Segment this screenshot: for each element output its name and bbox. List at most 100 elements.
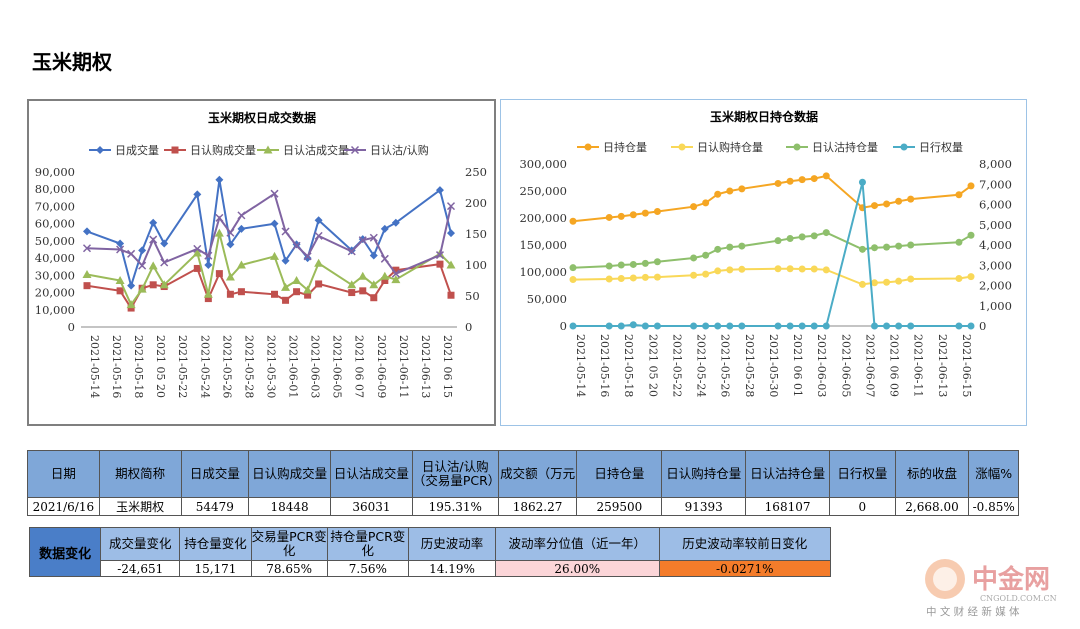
y-left-tick-label: 250,000	[519, 184, 567, 198]
x-tick-label: 2021-06-09	[375, 335, 388, 398]
y-right-tick-label: 50	[465, 289, 480, 303]
legend-marker	[793, 143, 801, 151]
value-cell: -0.85%	[968, 497, 1019, 516]
change-header-row: 数据变化 成交量变化 持仓量变化 交易量PCR变化 持仓量PCR变化 历史波动率…	[28, 527, 832, 577]
data-point	[204, 295, 212, 303]
data-point	[883, 322, 891, 330]
data-point	[714, 267, 722, 275]
x-tick-label: 2021-05-28	[743, 334, 756, 397]
data-point	[967, 273, 975, 281]
data-point	[738, 265, 746, 273]
data-point	[116, 245, 125, 254]
change-value-row: -24,651 15,171 78.65% 7.56% 14.19% 26.00…	[30, 560, 832, 577]
data-point	[193, 190, 202, 199]
x-tick-label: 2021-05-30	[767, 334, 780, 397]
cngold-logo: 中金网 CNGOLD.COM.CN 中 文 财 经 新 媒 体	[918, 552, 1068, 622]
data-point	[738, 242, 746, 250]
summary-header-row: 日期 期权简称 日成交量 日认购成交量 日认沽成交量 日认沽/认购（交易量PCR…	[27, 450, 1019, 498]
data-point	[116, 287, 124, 295]
data-point	[204, 251, 213, 260]
data-point	[810, 175, 818, 183]
x-tick-label: 2021-05-22	[176, 335, 189, 398]
value-cell: 91393	[661, 497, 747, 516]
y-right-tick-label: 8,000	[979, 157, 1012, 171]
value-cell: 36031	[330, 497, 413, 516]
x-tick-label: 2021-05-26	[719, 334, 732, 397]
value-cell: 1862.27	[497, 497, 578, 516]
header-cell: 日行权量	[829, 450, 896, 498]
header-cell: 交易量PCR变化	[250, 527, 328, 561]
data-point	[160, 239, 169, 248]
data-point	[358, 271, 368, 280]
data-point	[215, 213, 224, 222]
x-tick-label: 2021-05-24	[198, 335, 211, 398]
legend-marker	[584, 143, 592, 151]
data-point	[127, 281, 136, 290]
data-point	[347, 280, 357, 289]
cngold-logo-svg: 中金网 CNGOLD.COM.CN 中 文 财 经 新 媒 体	[925, 559, 1057, 618]
data-point	[270, 251, 280, 260]
data-point	[822, 172, 830, 180]
data-point	[315, 280, 323, 288]
data-point	[774, 322, 782, 330]
data-point	[907, 275, 915, 283]
x-tick-label: 2021-05-28	[242, 335, 255, 398]
data-point	[726, 266, 734, 274]
y-left-tick-label: 40,000	[35, 251, 75, 265]
data-point	[314, 258, 324, 267]
y-right-tick-label: 6,000	[979, 198, 1012, 212]
data-point	[641, 209, 649, 217]
data-point	[883, 278, 891, 286]
x-tick-label: 2021-05-14	[574, 334, 587, 397]
y-left-tick-label: 70,000	[35, 199, 75, 213]
data-point	[138, 246, 147, 255]
data-point	[726, 243, 734, 251]
x-tick-label: 2021-06-13	[419, 335, 432, 398]
header-cell: 持仓量PCR变化	[326, 527, 409, 561]
header-cell: 日成交量	[180, 450, 250, 498]
data-point	[617, 212, 625, 220]
value-cell: 18448	[248, 497, 332, 516]
y-left-tick-label: 10,000	[35, 303, 75, 317]
data-point	[738, 185, 746, 193]
data-point	[115, 276, 125, 284]
data-point	[810, 232, 818, 240]
data-point	[237, 288, 245, 296]
data-point	[126, 300, 136, 309]
y-right-tick-label: 4,000	[979, 238, 1012, 252]
x-tick-label: 2021 06 15	[441, 335, 454, 398]
data-point	[858, 178, 866, 186]
data-point	[822, 229, 830, 237]
data-point	[955, 322, 963, 330]
data-point	[907, 195, 915, 203]
data-point	[215, 175, 224, 184]
data-point	[127, 249, 136, 258]
x-tick-label: 2021-06-11	[912, 334, 925, 397]
data-point	[314, 216, 323, 225]
data-point	[359, 287, 367, 295]
data-point	[629, 321, 637, 329]
data-point	[446, 260, 456, 269]
data-point	[895, 242, 903, 250]
y-left-tick-label: 50,000	[527, 292, 567, 306]
daily-open-interest-chart: 玉米期权日持仓数据 日持仓量 日认购持仓量 日认沽持仓量 日行权量 0 50,000 100,…	[500, 99, 1027, 426]
header-cell: 日认沽成交量	[330, 450, 413, 498]
data-point	[193, 264, 201, 272]
x-tick-label: 2021-05-22	[670, 334, 683, 397]
header-cell: 历史波动率较前日变化	[658, 527, 832, 561]
header-cell: 持仓量变化	[179, 527, 252, 561]
header-cell: 涨幅%	[968, 450, 1019, 498]
x-tick-label: 2021-05-30	[264, 335, 277, 398]
data-point	[237, 224, 246, 233]
data-point	[822, 322, 830, 330]
header-cell: 日持仓量	[576, 450, 663, 498]
legend-marker	[171, 146, 179, 154]
data-point	[149, 218, 158, 227]
x-tick-label: 2021 05 20	[646, 334, 659, 397]
data-point	[738, 322, 746, 330]
data-point	[82, 269, 92, 278]
data-point	[369, 233, 378, 242]
value-cell: 7.56%	[326, 560, 409, 577]
chart-title: 玉米期权日持仓数据	[710, 109, 818, 124]
